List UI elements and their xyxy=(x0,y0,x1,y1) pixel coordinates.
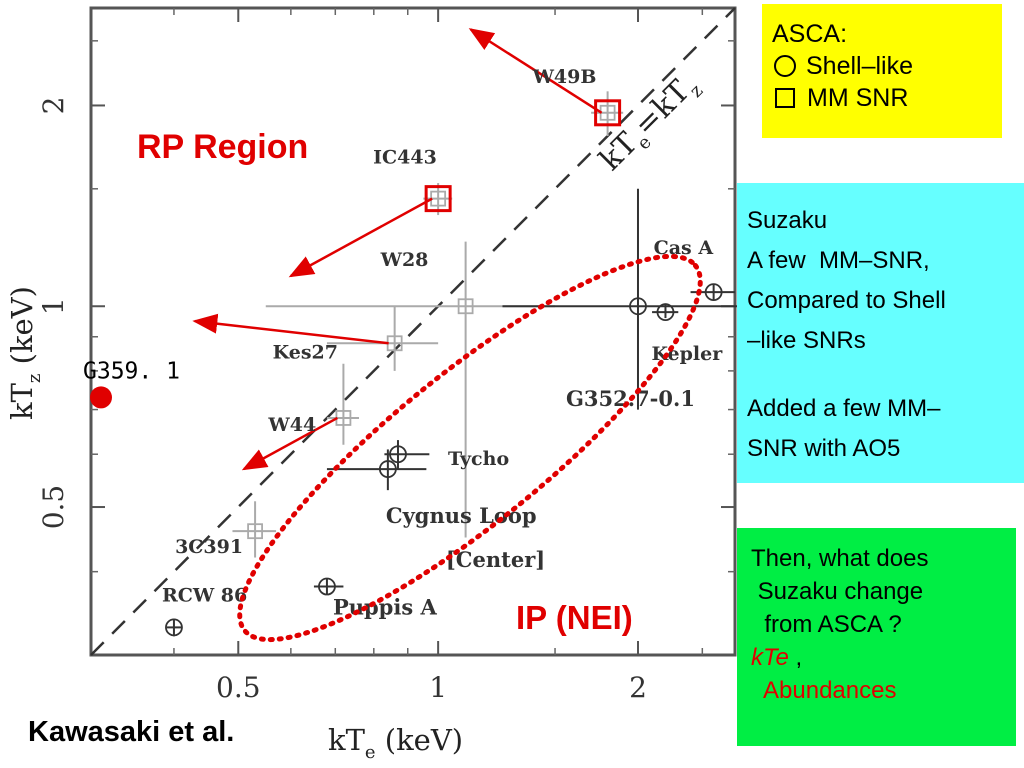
suzaku-line-3: Compared to Shell xyxy=(747,287,946,314)
asca-legend-box: ASCA: Shell–like MM SNR xyxy=(762,4,1002,138)
legend-shell-like-label: Shell–like xyxy=(806,52,914,80)
question-box: Then, what does Suzaku change from ASCA … xyxy=(737,528,1016,746)
x-tick-label: 0.5 xyxy=(216,671,261,704)
x-axis-label: kTe (keV) xyxy=(328,723,463,763)
suzaku-line-5: Added a few MM– xyxy=(747,395,941,422)
shift-arrow xyxy=(288,197,433,278)
square-icon xyxy=(775,88,795,108)
point-label: W44 xyxy=(267,414,316,436)
point-label: [Center] xyxy=(446,547,545,572)
highlight-square xyxy=(594,99,622,127)
circle-icon xyxy=(774,55,796,77)
point-label: Cygnus Loop xyxy=(386,503,537,528)
question-line-2: Suzaku change xyxy=(751,578,924,605)
kte-comma: , xyxy=(788,644,803,671)
kte-text: kTe xyxy=(751,644,789,671)
shift-arrow xyxy=(241,416,339,471)
circle-marker xyxy=(629,297,647,316)
question-line-1: Then, what does xyxy=(751,545,929,572)
x-tick-label: 2 xyxy=(629,671,647,704)
shift-arrow xyxy=(192,313,389,345)
data-point xyxy=(313,577,344,596)
question-line-3: from ASCA ? xyxy=(751,611,902,638)
data-point xyxy=(232,501,277,558)
y-tick-label: 1 xyxy=(37,297,70,315)
g359-label: G359. 1 xyxy=(83,358,180,384)
square-marker xyxy=(457,298,474,315)
abundances-text: Abundances xyxy=(751,677,897,704)
legend-mm-snr-label: MM SNR xyxy=(807,84,909,112)
square-marker xyxy=(247,523,263,540)
asca-title: ASCA: xyxy=(772,20,848,48)
point-label: W28 xyxy=(380,249,429,271)
y-axis-label: kTz (keV) xyxy=(5,286,45,420)
ip-region-label: IP (NEI) xyxy=(516,599,633,636)
circle-marker xyxy=(165,618,183,637)
suzaku-spacer xyxy=(747,361,1014,389)
suzaku-note-box: Suzaku A few MM–SNR, Compared to Shell –… xyxy=(737,183,1024,483)
point-label: Cas A xyxy=(654,237,714,259)
point-label: Kes27 xyxy=(273,341,338,363)
data-point xyxy=(384,440,430,470)
suzaku-line-1: Suzaku xyxy=(747,207,828,234)
rp-region-label: RP Region xyxy=(137,128,308,166)
suzaku-line-2: A few MM–SNR, xyxy=(747,247,930,274)
point-label: 3C391 xyxy=(175,536,243,558)
data-point xyxy=(326,449,427,491)
highlight-square xyxy=(424,185,452,213)
circle-marker xyxy=(378,460,397,478)
data-point xyxy=(326,363,360,445)
y-tick-label: 2 xyxy=(37,97,70,115)
point-label: RCW 86 xyxy=(162,584,247,606)
x-tick-label: 1 xyxy=(429,671,447,704)
data-point xyxy=(591,91,624,136)
data-point xyxy=(165,618,183,637)
legend-shell-like: Shell–like xyxy=(772,50,992,82)
question-line-4: kTe , xyxy=(751,641,1006,674)
diagonal-line xyxy=(90,7,736,656)
legend-mm-snr: MM SNR xyxy=(772,82,992,114)
plot-frame xyxy=(89,6,737,657)
g359-point xyxy=(90,386,112,409)
ip-region-ellipse xyxy=(237,253,703,643)
data-point xyxy=(423,183,453,216)
y-tick-label: 0.5 xyxy=(37,485,70,530)
suzaku-line-6: SNR with AO5 xyxy=(747,435,901,462)
citation: Kawasaki et al. xyxy=(28,716,235,748)
circle-marker xyxy=(318,577,336,596)
circle-marker xyxy=(704,283,723,302)
point-label: IC443 xyxy=(373,147,437,169)
shift-arrow xyxy=(468,28,603,114)
suzaku-line-4: –like SNRs xyxy=(747,327,866,354)
point-label: Tycho xyxy=(448,448,509,470)
circle-marker xyxy=(389,445,407,464)
circle-marker xyxy=(656,303,675,321)
point-label: W49B xyxy=(532,66,597,88)
